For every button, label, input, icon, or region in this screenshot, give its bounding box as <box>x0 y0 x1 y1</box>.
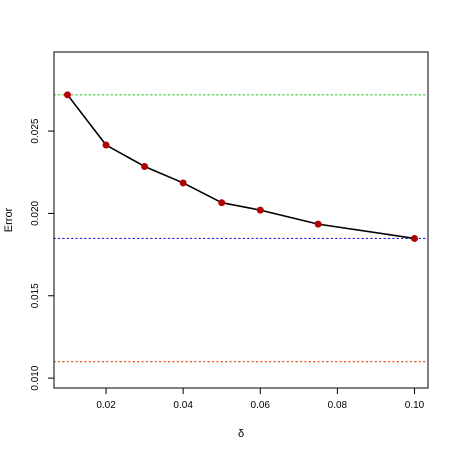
data-point-1 <box>63 91 71 99</box>
data-point-3 <box>141 162 149 170</box>
series-group <box>63 91 419 242</box>
plot-frame <box>53 51 429 389</box>
y-tick-label-4: 0.025 <box>30 118 41 143</box>
data-point-6 <box>256 206 264 214</box>
data-point-5 <box>218 199 226 207</box>
data-point-8 <box>411 234 419 242</box>
series-line-1 <box>66 94 415 240</box>
x-tick-label-3: 0.06 <box>251 400 271 411</box>
reference-lines <box>53 94 429 363</box>
y-tick-label-1: 0.010 <box>30 365 41 390</box>
y-tick-label-2: 0.015 <box>30 283 41 308</box>
data-point-7 <box>314 220 322 228</box>
x-tick-label-4: 0.08 <box>328 400 348 411</box>
x-tick-label-1: 0.02 <box>96 400 116 411</box>
data-point-2 <box>102 141 110 149</box>
x-tick-label-2: 0.04 <box>173 400 193 411</box>
y-axis-title: Error <box>3 207 15 232</box>
data-point-4 <box>179 179 187 187</box>
y-axis: 0.010 0.015 0.020 0.025 <box>30 118 55 391</box>
x-axis: 0.02 0.04 0.06 0.08 0.10 <box>96 387 425 411</box>
x-axis-title: δ <box>238 428 244 440</box>
y-tick-label-3: 0.020 <box>30 200 41 225</box>
x-tick-label-5: 0.10 <box>405 400 425 411</box>
